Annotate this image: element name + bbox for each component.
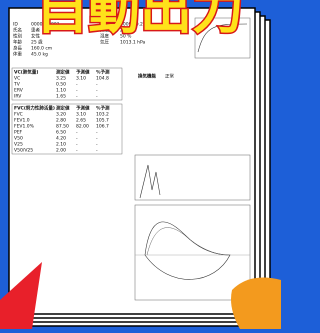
field-label: 年齢	[13, 39, 22, 46]
field-value: 45.0 kg	[31, 52, 48, 58]
table-cell: 103.2	[96, 112, 109, 118]
table-cell: 2.00	[56, 148, 66, 154]
table-cell: 1.65	[56, 94, 66, 100]
table-cell: 2.65	[76, 118, 86, 124]
table-cell: 104.8	[96, 76, 109, 82]
diagnosis-label: 換気機能	[138, 73, 156, 80]
table-cell: VC	[14, 76, 20, 82]
field-value: 160.0 cm	[31, 46, 52, 52]
table-cell: 0.50	[56, 82, 66, 88]
table-header: VC(肺気量)	[14, 69, 38, 76]
diagnosis-value: 正常	[165, 73, 174, 80]
table-cell: 82.00	[76, 124, 89, 130]
title: 自動出力	[36, 0, 244, 41]
table-cell: ERV	[14, 88, 24, 94]
table-header: 予測値	[76, 69, 90, 76]
table-header: %予測	[96, 69, 110, 76]
table-header: %予測	[96, 105, 110, 112]
field-label: ID	[13, 22, 18, 28]
orange-shape	[231, 278, 281, 329]
table-cell: 3.25	[56, 76, 66, 82]
table-cell: 3.10	[76, 112, 86, 118]
table-cell: 106.7	[96, 124, 109, 130]
table-cell: V25	[14, 142, 23, 148]
table-cell: V50	[14, 136, 23, 142]
table-header: 測定値	[56, 69, 70, 76]
table-cell: 3.20	[56, 112, 66, 118]
field-label: 身長	[13, 45, 22, 52]
table-cell: 4.20	[56, 136, 66, 142]
table-cell: FEV1.0%	[14, 124, 35, 130]
table-cell: 3.10	[76, 76, 86, 82]
table-cell: FVC	[14, 112, 23, 118]
table-header: 測定値	[56, 105, 70, 112]
table-cell: 1.10	[56, 88, 66, 94]
field-label: 体重	[13, 51, 22, 58]
field-label: 性別	[13, 33, 22, 40]
table-cell: TV	[13, 82, 21, 88]
table-cell: IRV	[14, 94, 22, 100]
table-cell: FEV1.0	[14, 118, 30, 124]
table-cell: 105.7	[96, 118, 109, 124]
table-cell: PEF	[14, 130, 23, 136]
table-cell: 2.80	[56, 118, 66, 124]
table-cell: V50/V25	[14, 148, 33, 154]
table-cell: 6.50	[56, 130, 66, 136]
table-header: 予測値	[76, 105, 90, 112]
table-header: FVC(努力性肺活量)	[14, 105, 55, 112]
table-cell: 87.50	[56, 124, 69, 130]
table-cell: 2.10	[56, 142, 66, 148]
field-label: 氏名	[13, 27, 22, 34]
